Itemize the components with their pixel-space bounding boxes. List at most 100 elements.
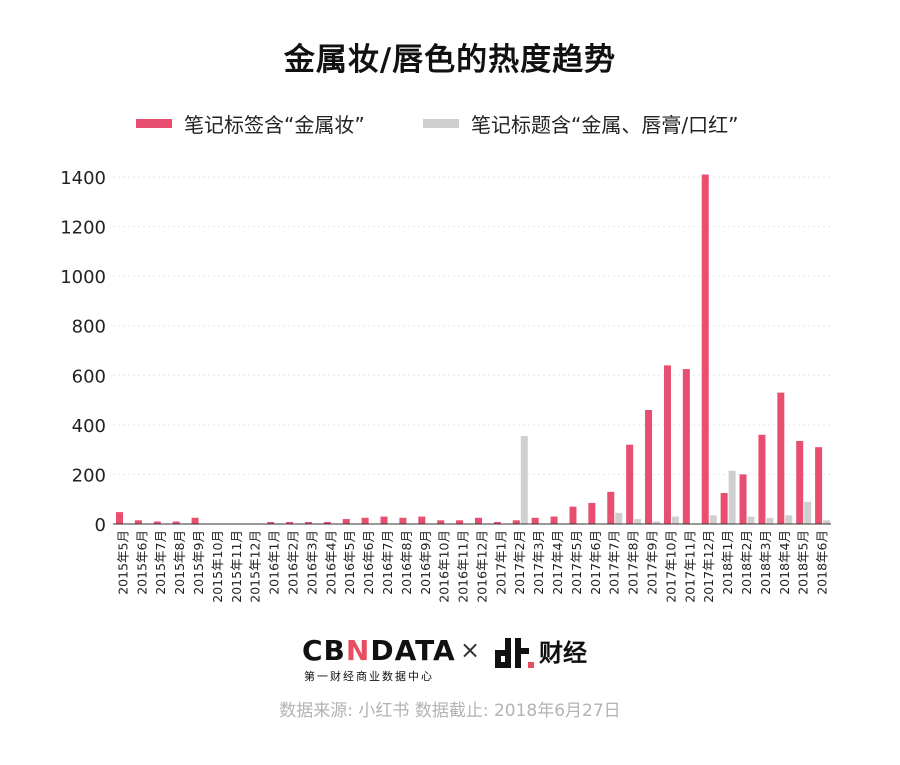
bar-series1	[758, 434, 766, 524]
bar-series1	[588, 502, 596, 524]
legend-label-series1: 笔记标签含“金属妆”	[184, 112, 365, 137]
y-tick-label: 0	[95, 515, 106, 536]
dt-logo-icon	[495, 638, 534, 668]
bar-series1	[607, 491, 615, 524]
bar-series1	[437, 520, 445, 524]
bar-series1	[777, 392, 785, 524]
legend-item-series2: 笔记标题含“金属、唇膏/口红”	[423, 106, 738, 140]
x-tick-label: 2017年10月	[663, 530, 678, 603]
x-tick-label: 2016年4月	[323, 530, 338, 595]
bar-series1	[361, 517, 369, 524]
x-tick-label: 2017年5月	[569, 530, 584, 595]
bar-series1	[380, 516, 388, 524]
x-tick-label: 2018年1月	[720, 530, 735, 595]
x-tick-label: 2015年8月	[172, 530, 187, 595]
x-tick-label: 2017年4月	[550, 530, 565, 595]
bar-series2	[766, 517, 774, 524]
bar-series1	[153, 521, 161, 524]
bar-series2	[653, 521, 661, 524]
bar-series1	[116, 512, 123, 524]
bar-series1	[682, 369, 690, 524]
bar-series1	[493, 522, 501, 524]
bar-series1	[304, 522, 312, 524]
bar-series1	[456, 520, 464, 524]
x-tick-label: 2017年12月	[701, 530, 716, 603]
x-tick-label: 2016年6月	[361, 530, 376, 595]
bar-chart: 0 200 400 600 800 1000 1200 1400 2015年5月 2015年6月 2…	[60, 168, 831, 603]
bar-series2	[520, 436, 528, 524]
x-tick-label: 2016年10月	[437, 530, 452, 603]
bar-series1	[512, 520, 520, 524]
x-tick-label: 2015年9月	[191, 530, 206, 595]
bar-series1	[701, 174, 709, 524]
bar-series1	[796, 440, 804, 524]
x-tick-label: 2017年8月	[626, 530, 641, 595]
x-tick-label: 2017年9月	[645, 530, 660, 595]
bar-series1	[815, 447, 823, 524]
cbndata-subtitle: 第一财经商业数据中心	[304, 670, 434, 683]
chart-legend: 笔记标签含“金属妆” 笔记标题含“金属、唇膏/口红”	[0, 106, 900, 140]
times-icon: ×	[460, 636, 481, 664]
y-tick-label: 1200	[60, 218, 106, 239]
bar-series2	[728, 470, 736, 524]
x-tick-label: 2018年6月	[815, 530, 830, 595]
bar-series1	[720, 493, 728, 524]
bar-series1	[134, 520, 142, 524]
bar-series1	[475, 517, 482, 524]
x-tick-label: 2015年12月	[248, 530, 263, 603]
bar-series1	[663, 365, 671, 524]
bar-series2	[804, 501, 812, 524]
x-tick-label: 2016年9月	[418, 530, 433, 595]
cbndata-logo-mark: N	[345, 634, 371, 667]
x-tick-label: 2015年7月	[153, 530, 168, 595]
bar-series2	[785, 515, 793, 524]
y-tick-label: 400	[72, 416, 106, 437]
x-tick-label: 2017年6月	[588, 530, 603, 595]
legend-label-series2: 笔记标题含“金属、唇膏/口红”	[471, 112, 739, 137]
y-tick-label: 1000	[60, 267, 106, 288]
cbndata-logo-part1: CB	[302, 634, 346, 667]
bar-series1	[286, 522, 294, 524]
bar-series1	[342, 519, 350, 524]
x-tick-label: 2016年8月	[399, 530, 414, 595]
x-tick-label: 2015年5月	[115, 530, 130, 595]
x-tick-label: 2016年3月	[304, 530, 319, 595]
brand-logos: CBNDATA 第一财经商业数据中心 × 财经	[0, 634, 900, 684]
bar-series2	[615, 512, 623, 524]
x-tick-label: 2016年1月	[267, 530, 282, 595]
bar-series1	[399, 517, 407, 524]
bar-series1	[418, 516, 426, 524]
legend-item-series1: 笔记标签含“金属妆”	[136, 106, 365, 140]
bar-series1	[645, 409, 653, 524]
bar-series1	[569, 506, 577, 524]
x-tick-label: 2017年11月	[682, 530, 697, 603]
dt-logo-text: 财经	[539, 639, 587, 667]
bar-series1	[323, 522, 331, 524]
x-tick-label: 2016年7月	[380, 530, 395, 595]
x-tick-label: 2018年4月	[777, 530, 792, 595]
legend-swatch-series2	[423, 118, 459, 128]
y-tick-label: 600	[72, 366, 106, 387]
cbndata-logo-part2: DATA	[370, 634, 456, 667]
x-tick-label: 2016年2月	[286, 530, 301, 595]
bar-series1	[531, 517, 539, 524]
x-tick-label: 2017年7月	[607, 530, 622, 595]
cbndata-logo: CBNDATA	[302, 634, 456, 667]
bar-series1	[172, 521, 180, 524]
x-tick-label: 2016年5月	[342, 530, 357, 595]
y-tick-label: 200	[72, 465, 106, 486]
bar-series1	[550, 516, 558, 524]
y-tick-label: 800	[72, 317, 106, 338]
bar-series1	[191, 517, 199, 524]
x-tick-label: 2015年11月	[229, 530, 244, 603]
bar-series2	[747, 516, 755, 524]
x-tick-label: 2018年3月	[758, 530, 773, 595]
dt-caijing-logo: 财经	[495, 634, 587, 668]
x-tick-label: 2017年1月	[493, 530, 508, 595]
bar-series2	[671, 516, 679, 524]
bar-series1	[626, 444, 634, 524]
bar-series1	[267, 522, 275, 524]
x-tick-label: 2017年2月	[512, 530, 527, 595]
x-tick-label: 2016年11月	[456, 530, 471, 603]
x-tick-label: 2018年2月	[739, 530, 754, 595]
